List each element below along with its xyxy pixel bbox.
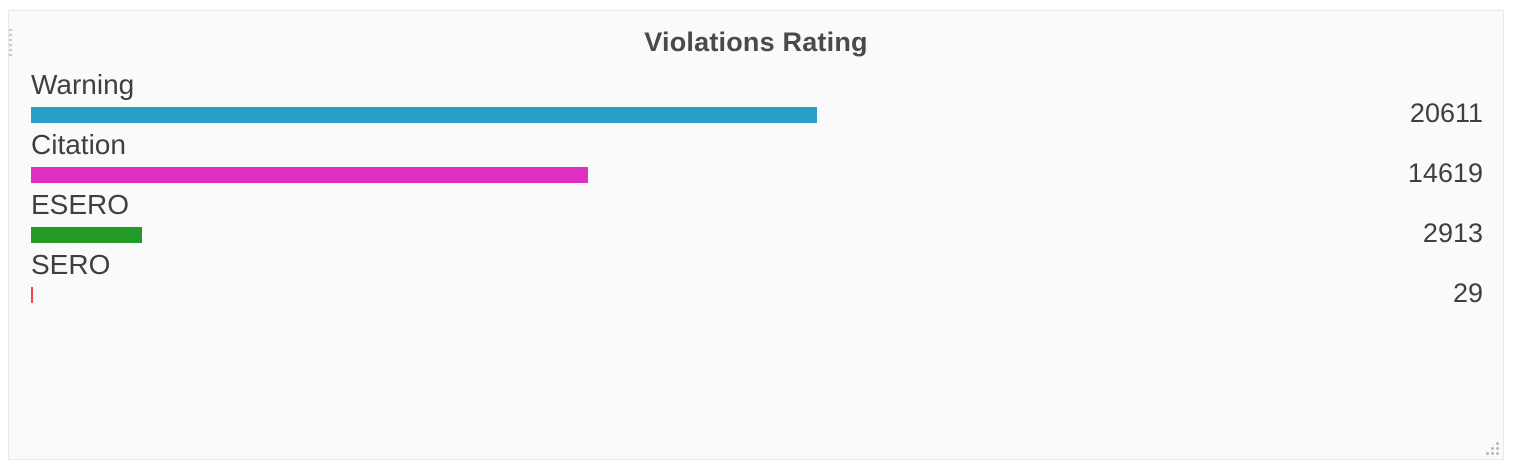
- violations-rating-panel: Violations Rating Warning 20611 Citation 14…: [8, 10, 1504, 460]
- bar-row: Warning 20611: [31, 69, 1483, 129]
- bar-row: SERO 29: [31, 249, 1483, 309]
- bar-track: [31, 167, 1161, 183]
- bar-track: [31, 107, 1161, 123]
- chart-title: Violations Rating: [644, 27, 868, 57]
- bar-row: ESERO 2913: [31, 189, 1483, 249]
- bar[interactable]: [31, 167, 589, 183]
- bar-track: [31, 227, 1161, 243]
- bar-list: Warning 20611 Citation 14619 ESERO 2913 SERO 29: [31, 69, 1483, 309]
- bar-value-label: 29: [1452, 278, 1483, 308]
- bar-value-label: 20611: [1409, 98, 1483, 128]
- bar-label: Citation: [31, 129, 126, 160]
- bar[interactable]: [31, 287, 33, 303]
- resize-handle-icon[interactable]: [1485, 441, 1499, 455]
- bar-row: Citation 14619: [31, 129, 1483, 189]
- bar-value-label: 14619: [1407, 158, 1483, 188]
- bar-label: Warning: [31, 69, 135, 100]
- bar-label: SERO: [31, 249, 111, 280]
- bar-label: ESERO: [31, 189, 130, 220]
- bar-value-label: 2913: [1422, 218, 1483, 248]
- bar[interactable]: [31, 227, 143, 243]
- bar[interactable]: [31, 107, 817, 123]
- bar-track: [31, 287, 1161, 303]
- drag-handle-icon[interactable]: [9, 29, 12, 59]
